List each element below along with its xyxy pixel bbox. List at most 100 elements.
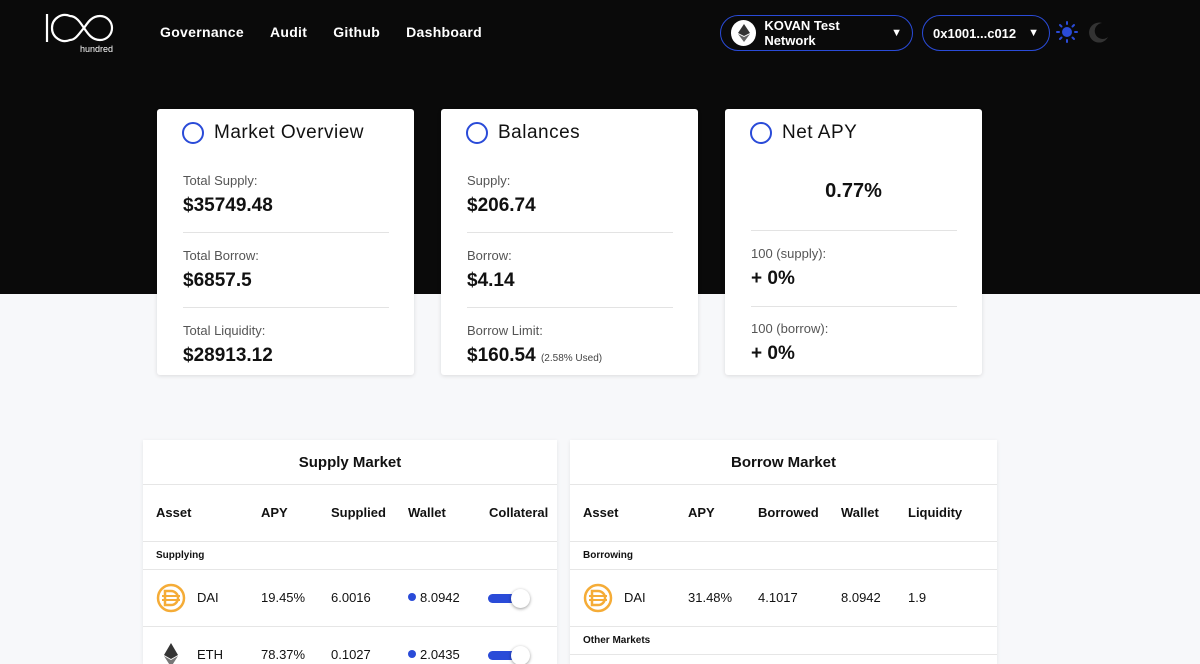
divider [467,307,673,308]
divider [183,232,389,233]
table-row[interactable]: DAI 31.48% 4.1017 8.0942 1.9 [570,570,997,627]
table-header: Asset APY Supplied Wallet Collateral [143,485,557,542]
circle-icon [466,122,488,144]
toggle-knob [511,646,530,664]
card-header: Balances [466,122,580,144]
wallet-address: 0x1001...c012 [933,25,1017,41]
total-supply-stat: Total Supply: $35749.48 [183,173,389,217]
balances-card: Balances Supply: $206.74 Borrow: $4.14 B… [441,109,698,375]
stat-label: Total Liquidity: [183,323,266,338]
divider [751,230,957,231]
column-header: APY [688,505,715,520]
main-nav: Governance Audit Github Dashboard [160,24,482,40]
supply-stat: Supply: $206.74 [467,173,673,217]
column-header: Asset [156,505,192,520]
apy-value: 19.45% [261,590,306,605]
wallet-value: 8.0942 [408,590,460,605]
network-label: KOVAN Test Network [764,18,840,48]
stat-value: + 0% [751,268,795,289]
section-label-text: Borrowing [583,550,633,561]
card-header: Market Overview [182,122,364,144]
supply-market-table: Supply Market Asset APY Supplied Wallet … [143,440,557,664]
divider [467,232,673,233]
dai-icon [156,583,186,613]
market-overview-card: Market Overview Total Supply: $35749.48 … [157,109,414,375]
toggle-knob [511,589,530,608]
table-header: Asset APY Borrowed Wallet Liquidity [570,485,997,542]
stat-label: Total Supply: [183,173,258,188]
stat-label: 100 (supply): [751,246,827,261]
card-title: Market Overview [214,122,365,143]
stat-value: $206.74 [467,195,536,216]
table-row[interactable]: ETH 78.37% 0.1027 2.0435 [143,627,557,664]
section-label: Other Markets [570,627,997,655]
wallet-amount: 8.0942 [420,590,460,605]
card-title: Net APY [782,122,858,143]
section-label-text: Supplying [156,550,205,561]
borrow-limit-value: $160.54 [467,345,536,366]
moon-icon[interactable] [1087,20,1111,44]
stat-label: Borrow Limit: [467,323,543,338]
asset-name: ETH [197,647,223,662]
section-label-text: Other Markets [583,635,651,646]
card-title: Balances [498,122,581,143]
stat-value: $160.54 (2.58% Used) [467,345,673,367]
chevron-down-icon: ▼ [891,27,902,39]
wallet-dot [408,650,416,658]
hundred-logo[interactable] [44,10,116,56]
wallet-value: 8.0942 [841,590,881,605]
card-header: Net APY [750,122,857,144]
network-selector[interactable]: KOVAN Test Network ▼ [720,15,913,51]
nav-github[interactable]: Github [333,24,381,40]
stat-value: $6857.5 [183,270,252,291]
liquidity-value: 1.9 [908,590,927,605]
chevron-down-icon: ▼ [1028,27,1039,39]
wallet-dot [408,593,416,601]
total-borrow-stat: Total Borrow: $6857.5 [183,248,389,292]
toggle-track [488,594,524,603]
stat-value: + 0% [751,343,795,364]
supply-reward-stat: 100 (supply): + 0% [751,246,957,290]
divider [183,307,389,308]
borrow-reward-stat: 100 (borrow): + 0% [751,321,957,365]
column-header: APY [261,505,288,520]
borrow-limit-used: (2.58% Used) [540,353,603,364]
borrow-stat: Borrow: $4.14 [467,248,673,292]
nav-dashboard[interactable]: Dashboard [406,24,482,40]
stat-label: Borrow: [467,248,512,263]
nav-audit[interactable]: Audit [269,24,308,40]
table-row[interactable]: DAI 19.45% 6.0016 8.0942 [143,570,557,627]
asset-name: DAI [197,590,219,605]
net-apy-card: Net APY 0.77% 100 (supply): + 0% 100 (bo… [725,109,982,375]
total-liquidity-stat: Total Liquidity: $28913.12 [183,323,389,367]
stat-value: $28913.12 [183,345,273,366]
column-header: Wallet [408,505,446,520]
section-label: Borrowing [570,542,997,570]
column-header: Borrowed [758,505,819,520]
wallet-selector[interactable]: 0x1001...c012 ▼ [922,15,1050,51]
toggle-track [488,651,524,660]
circle-icon [750,122,772,144]
wallet-value: 2.0435 [408,647,460,662]
apy-value: 31.48% [688,590,733,605]
nav-governance[interactable]: Governance [160,24,244,40]
stat-label: Total Borrow: [183,248,259,263]
collateral-toggle[interactable] [488,589,530,608]
column-header: Collateral [489,505,549,520]
stat-value: $35749.48 [183,195,273,216]
column-header: Supplied [331,505,386,520]
column-header: Liquidity [908,505,963,520]
borrow-market-table: Borrow Market Asset APY Borrowed Wallet … [570,440,997,664]
dai-icon [583,583,613,613]
column-header: Wallet [841,505,879,520]
sun-icon[interactable] [1056,21,1078,43]
eth-icon [164,643,178,664]
net-apy-value: 0.77% [825,180,882,202]
wallet-amount: 2.0435 [420,647,460,662]
divider [751,306,957,307]
section-label: Supplying [143,542,557,570]
collateral-toggle[interactable] [488,646,530,664]
stat-label: 100 (borrow): [751,321,829,336]
asset-name: DAI [624,590,646,605]
borrow-limit-stat: Borrow Limit: $160.54 (2.58% Used) [467,323,673,367]
